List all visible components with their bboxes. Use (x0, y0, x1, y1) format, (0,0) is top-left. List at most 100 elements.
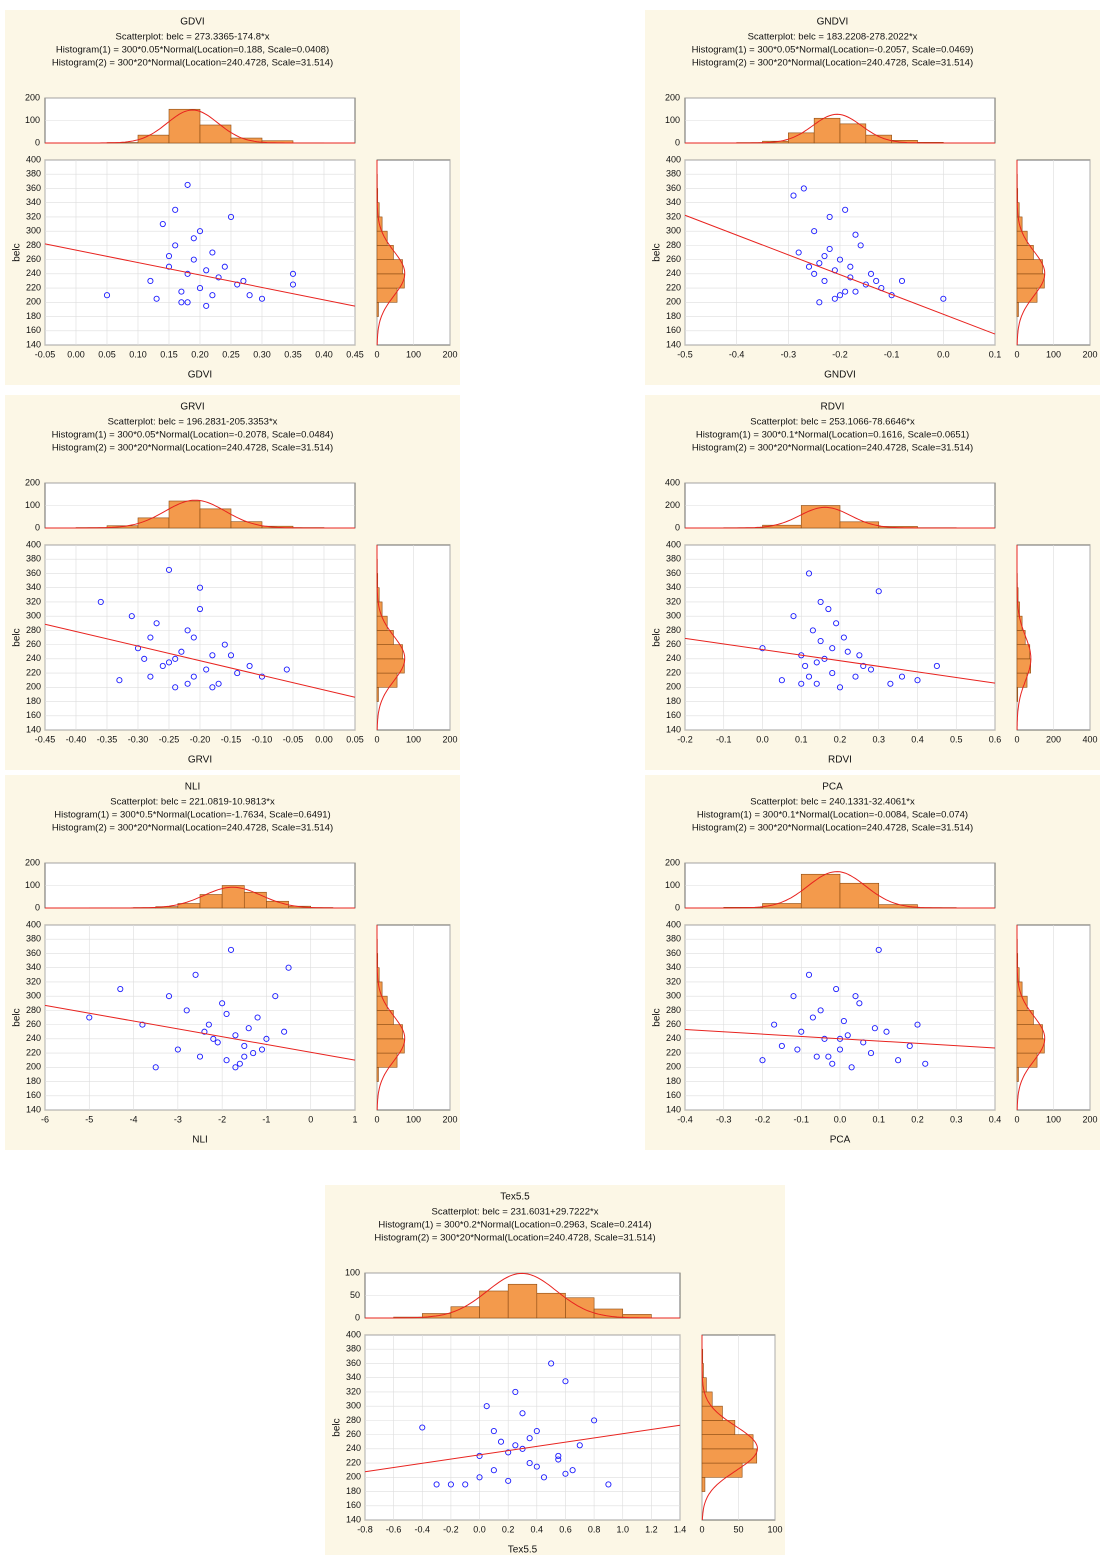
y-tick-label: 280 (26, 1005, 41, 1015)
x-tick-label: 0.4 (989, 1114, 1002, 1124)
normal-curve (1016, 545, 1032, 730)
y-tick-label: 180 (666, 1076, 681, 1086)
x-tick-label: -0.25 (159, 734, 180, 744)
y-tick-label: 320 (26, 211, 41, 221)
scatter-point (165, 263, 173, 270)
chart-title: NLI (185, 782, 201, 793)
scatter-point (221, 641, 228, 648)
chart-title: Tex5.5 (500, 1192, 530, 1203)
scatter-point (555, 1452, 562, 1460)
scatter-point (232, 1064, 239, 1071)
scatter-point (490, 1428, 497, 1435)
scatter-point (867, 666, 875, 673)
y-tick-label: 240 (346, 1443, 361, 1453)
scatter-point (159, 662, 166, 670)
y-tick-label: 380 (666, 554, 681, 564)
histogram-bar (1016, 259, 1043, 275)
normal-curve (701, 1335, 758, 1521)
scatter-point (483, 1403, 490, 1410)
y-tick-label: 320 (26, 976, 41, 986)
scatter-point (852, 673, 859, 680)
x-tick-label: -0.2 (443, 1524, 459, 1534)
y-tick-label: 140 (26, 724, 41, 734)
x-tick-label: 100 (406, 734, 421, 744)
histogram-bar (813, 117, 841, 144)
scatter-point (241, 1042, 248, 1050)
y-axis-label: belc (332, 1418, 343, 1436)
y-tick-label: 0 (35, 902, 40, 912)
histogram-bar (199, 894, 223, 909)
scatter-point (829, 645, 836, 652)
scatter-point (790, 192, 797, 199)
x-tick-label: 0 (699, 1524, 704, 1534)
scatter-point (190, 634, 197, 641)
y-tick-label: 100 (25, 500, 40, 510)
y-tick-label: 400 (666, 154, 681, 164)
histogram-bar (536, 1292, 566, 1319)
scatter-point (778, 677, 785, 684)
scatter-point (576, 1442, 583, 1449)
scatter-point (289, 270, 297, 277)
scatter-point (569, 1467, 576, 1474)
scatter-point (848, 1064, 855, 1071)
y-axis-label: belc (12, 243, 23, 261)
scatter-point (285, 964, 292, 971)
y-tick-label: 240 (666, 1033, 681, 1043)
y-tick-label: 260 (26, 1019, 41, 1029)
scatter-point (805, 263, 813, 270)
scatter-point (165, 566, 173, 573)
scatter-point (847, 263, 854, 270)
chart-subtitle: Scatterplot: belc = 196.2831-205.3353*x (108, 417, 278, 428)
scatter-point (241, 1053, 248, 1060)
y-tick-label: 160 (666, 325, 681, 335)
scatter-point (852, 993, 859, 1000)
x-tick-label: 0.2 (502, 1524, 515, 1534)
x-tick-label: -0.3 (716, 1114, 732, 1124)
x-tick-label: 0 (308, 1114, 313, 1124)
x-tick-label: 0 (374, 734, 379, 744)
scatter-point (795, 249, 802, 256)
histogram-bar (865, 134, 892, 144)
x-tick-label: -0.4 (677, 1114, 693, 1124)
x-tick-label: 0.30 (253, 349, 271, 359)
normal-curve (45, 886, 355, 909)
y-tick-label: 400 (26, 154, 41, 164)
y-tick-label: 280 (666, 625, 681, 635)
scatter-point (289, 281, 297, 288)
chart-subtitle: Histogram(2) = 300*20*Normal(Location=24… (692, 443, 973, 454)
histogram-bar (1016, 1024, 1043, 1040)
normal-curve (45, 499, 355, 529)
x-tick-label: 0.1 (795, 734, 808, 744)
x-tick-label: -0.15 (221, 734, 242, 744)
x-tick-label: -0.45 (35, 734, 56, 744)
x-tick-label: -0.10 (252, 734, 273, 744)
scatter-point (184, 680, 191, 687)
y-tick-label: 340 (666, 962, 681, 972)
y-tick-label: 100 (665, 115, 680, 125)
y-tick-label: 260 (666, 639, 681, 649)
histogram-bar (137, 517, 170, 529)
scatter-point (759, 1057, 766, 1064)
scatter-point (821, 253, 828, 260)
scatter-point (875, 588, 882, 595)
x-tick-label: 100 (406, 1114, 421, 1124)
y-tick-label: 260 (666, 1019, 681, 1029)
x-tick-label: 1 (352, 1114, 357, 1124)
chart-subtitle: Scatterplot: belc = 253.1066-78.6646*x (750, 417, 915, 428)
scatter-point (852, 231, 859, 238)
y-tick-label: 280 (666, 1005, 681, 1015)
chart-panel: GDVI Scatterplot: belc = 273.3365-174.8*x… (5, 10, 460, 385)
scatter-point (867, 1050, 875, 1057)
scatter-point (254, 1014, 261, 1021)
scatter-point (867, 270, 875, 277)
x-tick-label: 0.05 (98, 349, 116, 359)
chart-panel: PCA Scatterplot: belc = 240.1331-32.4061*… (645, 775, 1100, 1150)
scatter-point (821, 277, 828, 285)
y-tick-label: 260 (346, 1429, 361, 1439)
y-tick-label: 0 (35, 522, 40, 532)
scatter-point (234, 281, 241, 288)
y-tick-label: 400 (26, 919, 41, 929)
x-tick-label: 100 (767, 1524, 782, 1534)
histogram-bar (450, 1306, 480, 1319)
scatter-point (258, 673, 266, 680)
